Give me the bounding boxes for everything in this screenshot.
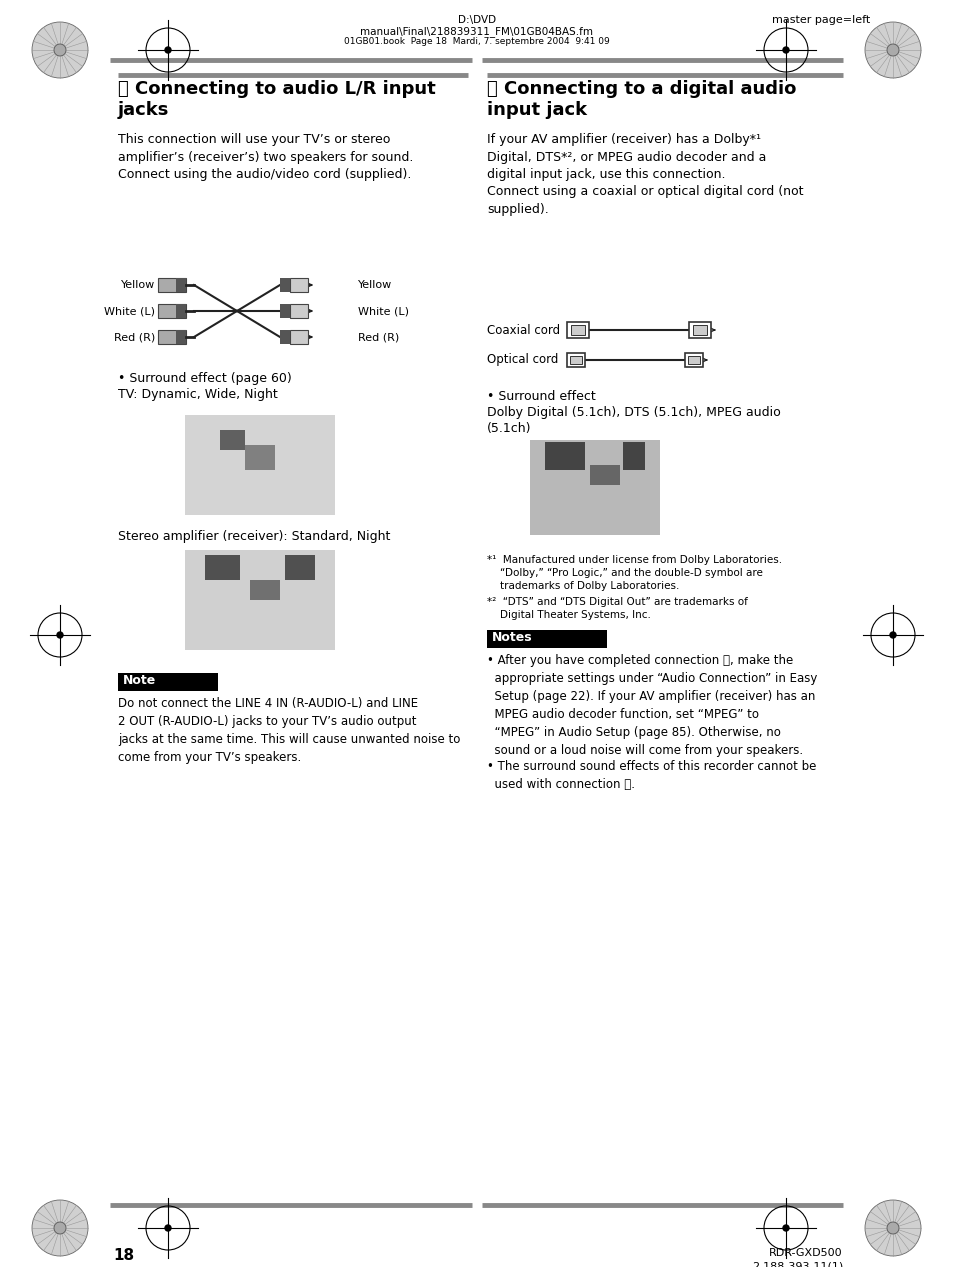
Circle shape [165,1225,171,1232]
Text: Yellow: Yellow [121,280,154,290]
Text: Stereo amplifier (receiver): Standard, Night: Stereo amplifier (receiver): Standard, N… [118,530,390,544]
Bar [175,277,186,291]
Text: Yellow: Yellow [357,280,392,290]
Circle shape [54,44,66,56]
Bar [158,304,186,318]
Circle shape [32,1200,88,1256]
Text: White (L): White (L) [104,307,154,315]
Text: “Dolby,” “Pro Logic,” and the double-D symbol are: “Dolby,” “Pro Logic,” and the double-D s… [486,568,762,578]
Text: (5.1ch): (5.1ch) [486,422,531,435]
Bar [622,442,644,470]
Text: RDR-GXD500
2-188-393-11(1): RDR-GXD500 2-188-393-11(1) [751,1248,842,1267]
Text: Optical cord: Optical cord [486,353,558,366]
Circle shape [57,632,63,639]
Text: manual\Final\218839311_FM\01GB04BAS.fm: manual\Final\218839311_FM\01GB04BAS.fm [360,27,593,37]
Bar [220,430,245,450]
Text: Ⓐ Connecting to audio L/R input: Ⓐ Connecting to audio L/R input [118,80,436,98]
Text: 18: 18 [112,1248,134,1263]
Bar [175,304,186,318]
Bar [175,329,186,345]
Bar [250,580,280,601]
Text: *²  “DTS” and “DTS Digital Out” are trademarks of: *² “DTS” and “DTS Digital Out” are trade… [486,597,747,607]
Text: trademarks of Dolby Laboratories.: trademarks of Dolby Laboratories. [486,582,679,590]
Text: Red (R): Red (R) [113,332,154,342]
Bar [118,673,218,691]
Text: Ⓑ Connecting to a digital audio: Ⓑ Connecting to a digital audio [486,80,796,98]
Bar [185,550,335,650]
Bar [280,277,290,291]
Bar [688,322,710,338]
Circle shape [782,47,788,53]
Bar [290,329,308,345]
Circle shape [165,47,171,53]
Text: Dolby Digital (5.1ch), DTS (5.1ch), MPEG audio: Dolby Digital (5.1ch), DTS (5.1ch), MPEG… [486,405,780,419]
Bar [566,353,584,367]
Text: input jack: input jack [486,101,586,119]
Circle shape [54,1221,66,1234]
Circle shape [886,44,898,56]
Text: jacks: jacks [118,101,170,119]
Text: • Surround effect: • Surround effect [486,390,595,403]
Bar [158,277,186,291]
Circle shape [32,22,88,79]
Bar [290,277,308,291]
Circle shape [886,1221,898,1234]
Bar [530,440,659,535]
Bar [692,326,706,334]
Text: • The surround sound effects of this recorder cannot be
  used with connection Ⓑ: • The surround sound effects of this rec… [486,760,816,791]
Text: Coaxial cord: Coaxial cord [486,323,559,337]
Bar [687,356,700,364]
Bar [205,555,240,580]
Text: *¹  Manufactured under license from Dolby Laboratories.: *¹ Manufactured under license from Dolby… [486,555,781,565]
Text: • After you have completed connection Ⓑ, make the
  appropriate settings under “: • After you have completed connection Ⓑ,… [486,654,817,756]
Bar [245,445,274,470]
Text: Do not connect the LINE 4 IN (R-AUDIO-L) and LINE
2 OUT (R-AUDIO-L) jacks to you: Do not connect the LINE 4 IN (R-AUDIO-L)… [118,697,460,764]
Bar [486,630,606,647]
Text: If your AV amplifier (receiver) has a Dolby*¹
Digital, DTS*², or MPEG audio deco: If your AV amplifier (receiver) has a Do… [486,133,802,215]
Text: Digital Theater Systems, Inc.: Digital Theater Systems, Inc. [486,609,650,620]
Circle shape [782,1225,788,1232]
Bar [589,465,619,485]
Bar [571,326,584,334]
Bar [158,329,186,345]
Circle shape [864,22,920,79]
Bar [280,304,290,318]
Bar [285,555,314,580]
Text: This connection will use your TV’s or stereo
amplifier’s (receiver’s) two speake: This connection will use your TV’s or st… [118,133,413,181]
Bar [684,353,702,367]
Text: Red (R): Red (R) [357,332,399,342]
Bar [569,356,581,364]
Circle shape [864,1200,920,1256]
Circle shape [889,632,895,639]
Text: 01GB01.book  Page 18  Mardi, 7. septembre 2004  9:41 09: 01GB01.book Page 18 Mardi, 7. septembre … [344,37,609,46]
Text: White (L): White (L) [357,307,409,315]
Bar [290,304,308,318]
Bar [566,322,588,338]
Text: • Surround effect (page 60): • Surround effect (page 60) [118,372,292,385]
Bar [280,329,290,345]
Bar [544,442,584,470]
Text: Notes: Notes [492,631,532,644]
Bar [185,416,335,514]
Text: TV: Dynamic, Wide, Night: TV: Dynamic, Wide, Night [118,388,277,400]
Text: master page=left: master page=left [771,15,869,25]
Text: Note: Note [123,674,156,687]
Text: D:\DVD: D:\DVD [457,15,496,25]
